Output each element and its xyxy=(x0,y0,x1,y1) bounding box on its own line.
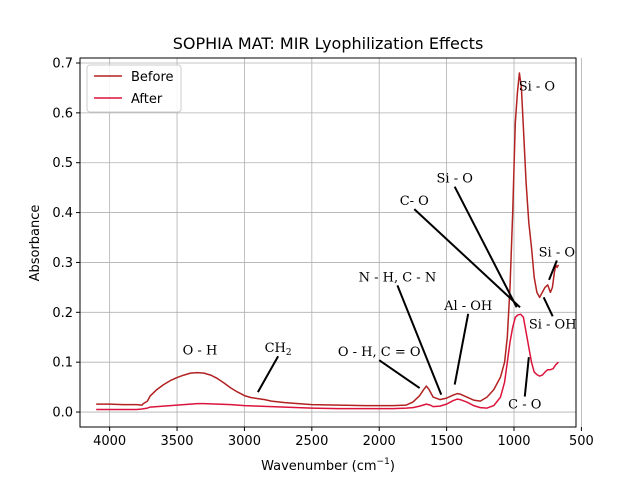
x-tick-label: 4000 xyxy=(93,434,126,449)
x-axis: 4000 3500 3000 2500 2000 1500 1000 500 xyxy=(93,427,594,449)
annotation-arrow xyxy=(542,296,554,317)
annotation-arrow xyxy=(396,285,443,395)
annotation-label: Al - OH xyxy=(443,299,492,314)
chart-title: SOPHIA MAT: MIR Lyophilization Effects xyxy=(173,34,484,53)
annotation-arrow xyxy=(523,357,530,397)
annotation-label: Si - O xyxy=(437,172,473,187)
annotation-arrow xyxy=(548,260,558,281)
annotation-label: O - H, C = O xyxy=(338,345,421,360)
y-tick-label: 0.7 xyxy=(52,56,73,71)
legend-label-after: After xyxy=(131,92,163,107)
x-axis-label-main: Wavenumber (cm xyxy=(261,459,376,474)
y-tick-label: 0.3 xyxy=(52,256,73,271)
y-tick-label: 0.4 xyxy=(52,206,73,221)
y-tick-label: 0.5 xyxy=(52,156,73,171)
grid xyxy=(80,58,582,427)
annotation-subscript: 2 xyxy=(286,348,292,358)
annotation-arrow xyxy=(378,359,421,389)
x-tick-label: 3500 xyxy=(160,434,193,449)
x-axis-label-superscript: −1 xyxy=(377,457,390,467)
annotation-arrow xyxy=(453,313,470,385)
annotation-label: C- O xyxy=(400,194,429,209)
annotation-label: N - H, C - N xyxy=(359,270,437,285)
series-line-before xyxy=(96,72,560,407)
series-line-after xyxy=(96,313,560,411)
annotation-arrow xyxy=(453,186,518,308)
x-tick-label: 2500 xyxy=(295,434,328,449)
series-layer xyxy=(96,72,560,411)
annotation-arrow xyxy=(413,208,521,309)
annotation-label: O - H xyxy=(183,344,218,359)
x-tick-label: 3000 xyxy=(228,434,261,449)
annotation-arrow xyxy=(257,355,280,393)
annotation-label: Si - OH xyxy=(529,317,577,332)
legend-label-before: Before xyxy=(131,70,174,85)
y-tick-label: 0.0 xyxy=(52,406,73,421)
y-axis: 0.0 0.1 0.2 0.3 0.4 0.5 0.6 0.7 xyxy=(52,56,80,421)
y-axis-label: Absorbance xyxy=(28,205,43,282)
annotation-label: CH2 xyxy=(265,341,292,358)
x-tick-label: 2000 xyxy=(363,434,396,449)
plot-frame xyxy=(79,57,577,428)
annotation-label: Si - O xyxy=(519,79,555,94)
annotation-layer: O - H CH2 O - H, C = O N - H, C - N Al - OH C… xyxy=(183,79,577,412)
annotation-label: Si - O xyxy=(539,245,575,260)
x-tick-label: 1500 xyxy=(430,434,463,449)
y-tick-label: 0.6 xyxy=(52,106,73,121)
x-tick-label: 500 xyxy=(569,434,594,449)
x-tick-label: 1000 xyxy=(497,434,530,449)
x-axis-label-close: ) xyxy=(390,459,395,474)
legend: Before After xyxy=(86,64,182,113)
annotation-label: C - O xyxy=(508,398,541,413)
y-tick-label: 0.2 xyxy=(52,306,73,321)
y-tick-label: 0.1 xyxy=(52,356,73,371)
x-axis-label: Wavenumber (cm−1) xyxy=(261,457,395,474)
